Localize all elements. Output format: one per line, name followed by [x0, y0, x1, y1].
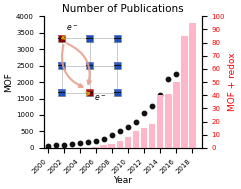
Point: [182, 59, 186, 62]
Bar: [149, 124, 155, 148]
Bar: [173, 82, 180, 148]
Point: [166, 77, 170, 80]
Point: [86, 141, 90, 144]
Bar: [157, 95, 163, 148]
Point: [126, 126, 130, 129]
Point: [118, 130, 122, 133]
Point: [54, 144, 58, 147]
Title: Number of Publications: Number of Publications: [62, 4, 184, 14]
Bar: [100, 145, 107, 148]
Y-axis label: MOF + redox: MOF + redox: [228, 53, 237, 111]
Bar: [117, 141, 123, 148]
Bar: [108, 144, 115, 148]
Point: [70, 142, 74, 145]
Bar: [125, 137, 131, 148]
Bar: [189, 23, 196, 148]
Point: [142, 112, 146, 115]
Bar: [141, 128, 147, 148]
Point: [190, 36, 194, 39]
Point: [46, 145, 50, 148]
Y-axis label: MOF: MOF: [4, 72, 13, 92]
Point: [174, 72, 178, 75]
Point: [78, 142, 82, 145]
Point: [102, 137, 106, 140]
Point: [150, 104, 154, 107]
Point: [110, 134, 114, 137]
Bar: [133, 131, 139, 148]
Point: [158, 94, 162, 97]
Bar: [165, 94, 172, 148]
X-axis label: Year: Year: [113, 176, 132, 185]
Bar: [181, 36, 187, 148]
Point: [94, 140, 98, 143]
Bar: [93, 146, 99, 148]
Point: [134, 120, 138, 123]
Point: [62, 143, 66, 146]
